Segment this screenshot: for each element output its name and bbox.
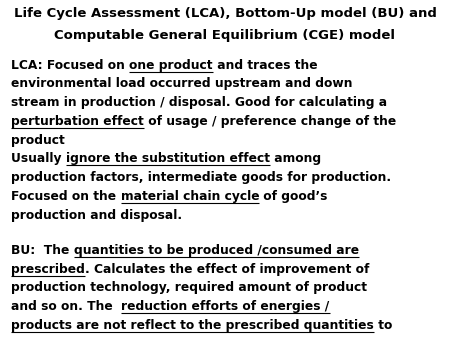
Text: and traces the: and traces the — [213, 58, 318, 72]
Text: Focused on the: Focused on the — [11, 190, 121, 203]
Text: BU:  The: BU: The — [11, 244, 74, 257]
Text: ignore the substitution effect: ignore the substitution effect — [66, 152, 270, 165]
Text: perturbation effect: perturbation effect — [11, 115, 144, 128]
Text: LCA: Focused on: LCA: Focused on — [11, 58, 130, 72]
Text: products are not reflect to the prescribed quantities: products are not reflect to the prescrib… — [11, 319, 374, 332]
Text: Life Cycle Assessment (LCA), Bottom-Up model (BU) and: Life Cycle Assessment (LCA), Bottom-Up m… — [14, 7, 436, 20]
Text: and so on. The: and so on. The — [11, 300, 122, 313]
Text: environmental load occurred upstream and down: environmental load occurred upstream and… — [11, 77, 353, 90]
Text: to: to — [374, 319, 392, 332]
Text: of usage / preference change of the: of usage / preference change of the — [144, 115, 396, 128]
Text: of good’s: of good’s — [259, 190, 328, 203]
Text: Computable General Equilibrium (CGE) model: Computable General Equilibrium (CGE) mod… — [54, 28, 396, 42]
Text: Usually: Usually — [11, 152, 66, 165]
Text: one product: one product — [129, 58, 213, 72]
Text: production factors, intermediate goods for production.: production factors, intermediate goods f… — [11, 171, 392, 184]
Text: production technology, required amount of product: production technology, required amount o… — [11, 282, 367, 294]
Text: production and disposal.: production and disposal. — [11, 209, 182, 221]
Text: stream in production / disposal. Good for calculating a: stream in production / disposal. Good fo… — [11, 96, 387, 109]
Text: . Calculates the effect of improvement of: . Calculates the effect of improvement o… — [85, 263, 369, 276]
Text: material chain cycle: material chain cycle — [121, 190, 259, 203]
Text: product: product — [11, 134, 65, 146]
Text: prescribed: prescribed — [11, 263, 85, 276]
Text: among: among — [270, 152, 321, 165]
Text: quantities to be produced /consumed are: quantities to be produced /consumed are — [74, 244, 359, 257]
Text: reduction efforts of energies /: reduction efforts of energies / — [122, 300, 330, 313]
